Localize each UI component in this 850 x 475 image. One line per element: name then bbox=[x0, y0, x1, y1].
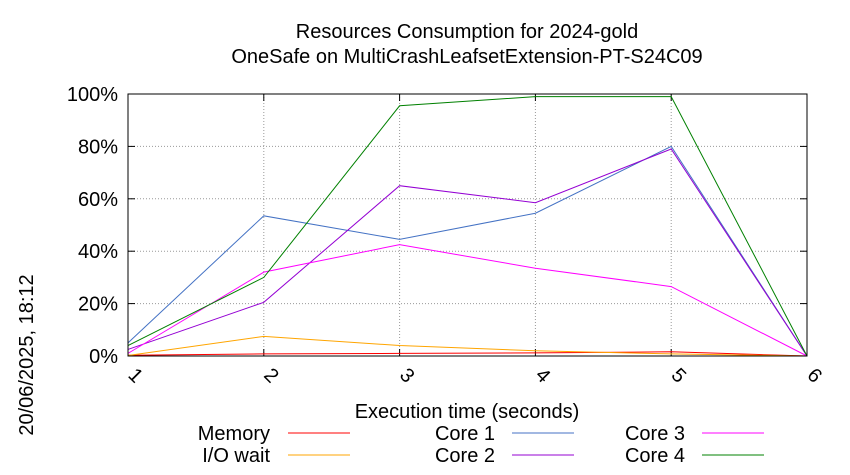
x-tick-label: 2 bbox=[259, 364, 282, 387]
grid-lines bbox=[128, 94, 807, 356]
y-tick-label: 60% bbox=[78, 189, 118, 211]
legend-label: Core 1 bbox=[435, 423, 495, 445]
chart-title: Resources Consumption for 2024-gold bbox=[296, 21, 638, 43]
legend-label: Core 3 bbox=[625, 423, 685, 445]
y-axis-ticks: 0% 20% 40% 60% 80% 100% bbox=[67, 84, 807, 368]
y-tick-label: 80% bbox=[78, 136, 118, 158]
data-series bbox=[127, 96, 808, 357]
chart-subtitle: OneSafe on MultiCrashLeafsetExtension-PT… bbox=[231, 46, 702, 68]
x-tick-label: 4 bbox=[531, 364, 554, 387]
series-line-memory bbox=[127, 351, 808, 357]
x-tick-label: 6 bbox=[803, 364, 826, 387]
legend-label: Memory bbox=[198, 423, 270, 445]
x-axis-label: Execution time (seconds) bbox=[355, 401, 580, 423]
plot-frame bbox=[127, 93, 808, 357]
x-tick-label: 1 bbox=[124, 364, 147, 387]
timestamp-label: 20/06/2025, 18:12 bbox=[16, 274, 38, 435]
series-line-core-1 bbox=[127, 145, 808, 357]
y-tick-label: 100% bbox=[67, 84, 118, 106]
legend-label: I/O wait bbox=[202, 445, 270, 467]
x-tick-label: 5 bbox=[667, 364, 690, 387]
y-tick-label: 40% bbox=[78, 241, 118, 263]
x-axis-ticks: 1 2 3 4 5 6 bbox=[124, 94, 826, 387]
legend-label: Core 2 bbox=[435, 445, 495, 467]
x-tick-label: 3 bbox=[395, 364, 418, 387]
legend-label: Core 4 bbox=[625, 445, 685, 467]
series-line-i-o-wait bbox=[127, 335, 808, 357]
y-tick-label: 20% bbox=[78, 294, 118, 316]
series-line-core-4 bbox=[127, 96, 808, 357]
series-line-core-3 bbox=[127, 244, 808, 357]
series-line-core-2 bbox=[127, 148, 808, 357]
y-tick-label: 0% bbox=[89, 346, 118, 368]
